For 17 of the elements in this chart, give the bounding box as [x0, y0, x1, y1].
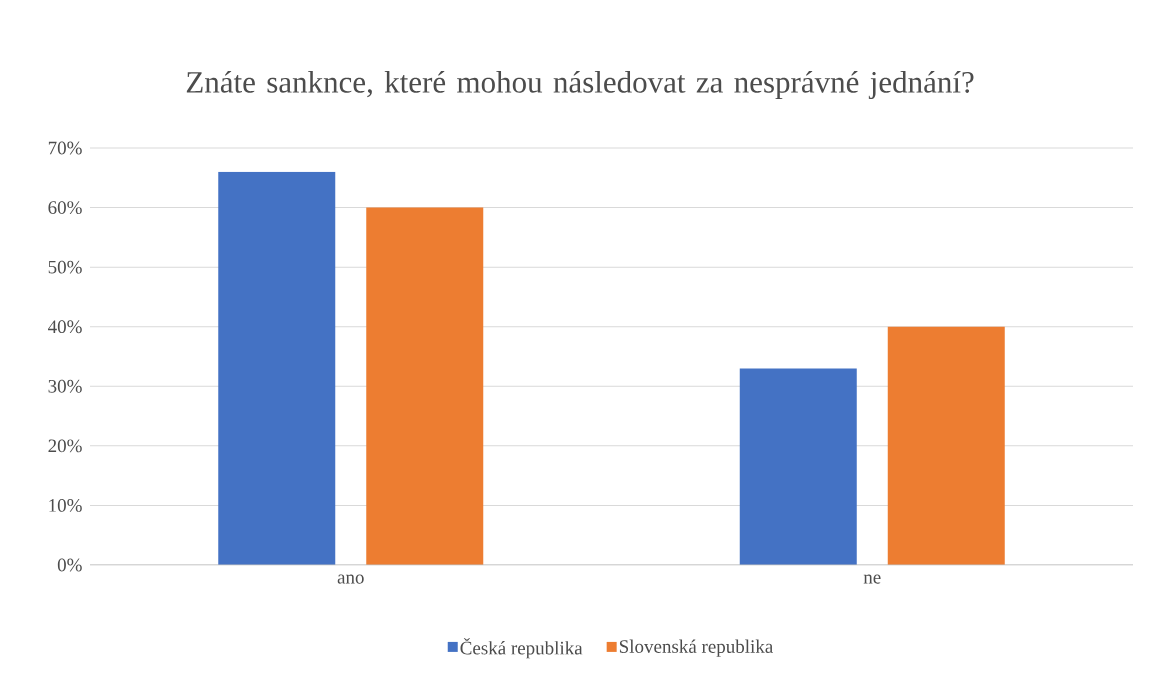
y-tick-label: 70%: [48, 141, 82, 155]
bar: [887, 326, 1005, 565]
x-tick-label: ano: [337, 574, 364, 584]
bar: [739, 368, 857, 565]
bar: [366, 207, 484, 565]
y-tick-label: 60%: [48, 201, 82, 215]
x-tick-label: ne: [863, 574, 881, 584]
chart-title: Znáte sanknce, které mohou následovat za nesprávné jednání?: [186, 70, 974, 100]
y-tick-label: 30%: [48, 379, 82, 393]
legend-label: Česká republika: [460, 638, 583, 659]
y-tick-label: 20%: [48, 439, 82, 453]
legend-label: Slovenská republika: [619, 639, 773, 657]
y-tick-label: 50%: [48, 260, 82, 274]
y-tick-label: 10%: [49, 499, 82, 512]
y-tick-label: 0%: [57, 558, 82, 572]
bar: [218, 171, 336, 565]
y-tick-label: 40%: [48, 320, 82, 334]
